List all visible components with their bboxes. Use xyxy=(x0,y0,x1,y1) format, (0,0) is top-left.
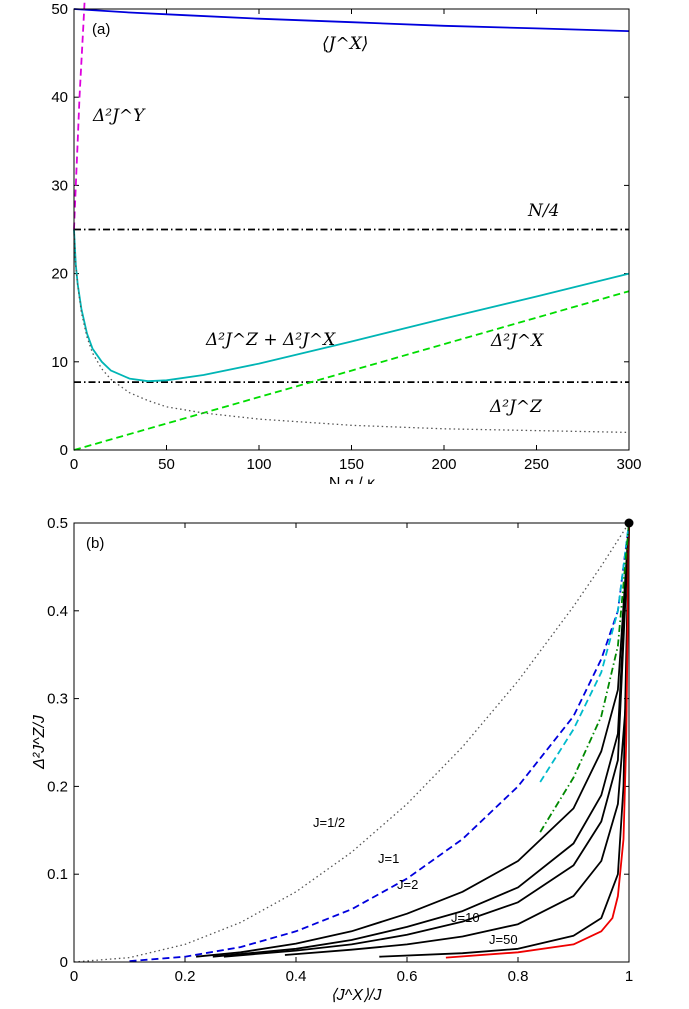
panel-b-x-tick-label: 0.8 xyxy=(508,968,529,985)
panel-a-label: (a) xyxy=(92,21,110,38)
panel-a-series-6 xyxy=(73,229,630,434)
series-label-j2: J=2 xyxy=(397,877,418,892)
panel-a-x-tick-label: 0 xyxy=(70,456,78,473)
panel-b: 0 0.2 0.4 0.6 0.8 1 0 0.1 0.2 0.3 0.4 0.5 (b) J=1/2… xyxy=(31,515,634,1004)
series-label-j50: J=50 xyxy=(489,932,518,947)
panel-a-series-1 xyxy=(73,0,86,230)
panel-a-y-tick-label: 30 xyxy=(51,177,68,194)
panel-b-x-tick-label: 1 xyxy=(625,968,633,985)
panel-b-series-9 xyxy=(539,522,630,833)
panel-b-x-tick-label: 0.2 xyxy=(175,968,196,985)
panel-b-series-6 xyxy=(379,522,630,958)
panel-b-series-2 xyxy=(196,522,630,958)
panel-b-frame xyxy=(73,522,630,963)
panel-a-x-tick-label: 50 xyxy=(158,456,175,473)
panel-b-x-tick-label: 0 xyxy=(70,968,78,985)
panel-b-x-tick-label: 0.6 xyxy=(397,968,418,985)
panel-b-y-tick-label: 0.5 xyxy=(47,515,68,532)
panel-a-y-tick-label: 20 xyxy=(51,266,68,283)
panel-a-series-5 xyxy=(73,290,630,451)
series-label-j1: J=1 xyxy=(378,851,399,866)
series-label-j-half: J=1/2 xyxy=(313,815,345,830)
panel-b-y-tick-label: 0.2 xyxy=(47,778,68,795)
annotation-var-jz: Δ²J^Z xyxy=(489,397,543,417)
panel-b-series-5 xyxy=(284,522,630,956)
panel-a-y-tick-label: 0 xyxy=(60,442,68,459)
panel-a-y-tick-label: 40 xyxy=(51,89,68,106)
panel-b-ticks: 0 0.2 0.4 0.6 0.8 1 0 0.1 0.2 0.3 0.4 0.5 xyxy=(47,515,633,985)
panel-b-y-tick-label: 0.3 xyxy=(47,691,68,708)
annotation-var-jz-plus-jx: Δ²J^Z + Δ²J^X xyxy=(205,330,336,350)
annotation-var-jy: Δ²J^Y xyxy=(92,106,146,126)
panel-a-x-tick-label: 100 xyxy=(246,456,271,473)
panel-b-series-3 xyxy=(212,522,630,958)
panel-a-x-tick-label: 200 xyxy=(431,456,456,473)
panel-b-x-axis-label: ⟨J^X⟩/J xyxy=(330,987,382,1004)
panel-a-frame xyxy=(73,8,630,451)
panel-b-y-tick-label: 0.4 xyxy=(47,603,68,620)
panel-b-series-1 xyxy=(129,522,630,962)
panel-a-series xyxy=(73,0,630,451)
panel-a-x-tick-label: 250 xyxy=(524,456,549,473)
annotation-var-jx: Δ²J^X xyxy=(490,331,544,351)
panel-a-series-0 xyxy=(73,8,630,32)
panel-b-series-7 xyxy=(445,522,630,959)
panel-a-series-4 xyxy=(73,229,630,383)
panel-separator xyxy=(0,484,689,504)
panel-a-y-tick-label: 50 xyxy=(51,1,68,18)
panel-b-y-axis-label: Δ²J^Z/J xyxy=(31,714,48,770)
panel-a-y-tick-label: 10 xyxy=(51,354,68,371)
panel-a-x-tick-label: 150 xyxy=(339,456,364,473)
annotation-jx-mean: ⟨J^X⟩ xyxy=(322,34,368,54)
panel-b-x-tick-label: 0.4 xyxy=(286,968,307,985)
panel-b-series-0 xyxy=(73,522,630,963)
panel-b-series xyxy=(73,522,630,963)
panel-b-y-tick-label: 0.1 xyxy=(47,866,68,883)
panel-a-ticks: 0 50 100 150 200 250 300 0 10 20 30 40 50 xyxy=(51,1,641,473)
endpoint-marker xyxy=(624,518,634,528)
panel-b-label: (b) xyxy=(86,535,104,552)
annotation-n-over-4: N/4 xyxy=(527,201,559,221)
panel-a-x-tick-label: 300 xyxy=(616,456,641,473)
panel-b-y-tick-label: 0 xyxy=(60,954,68,971)
panel-b-series-4 xyxy=(223,522,630,958)
panel-b-series-8 xyxy=(539,522,630,783)
series-label-j10: J=10 xyxy=(451,910,480,925)
